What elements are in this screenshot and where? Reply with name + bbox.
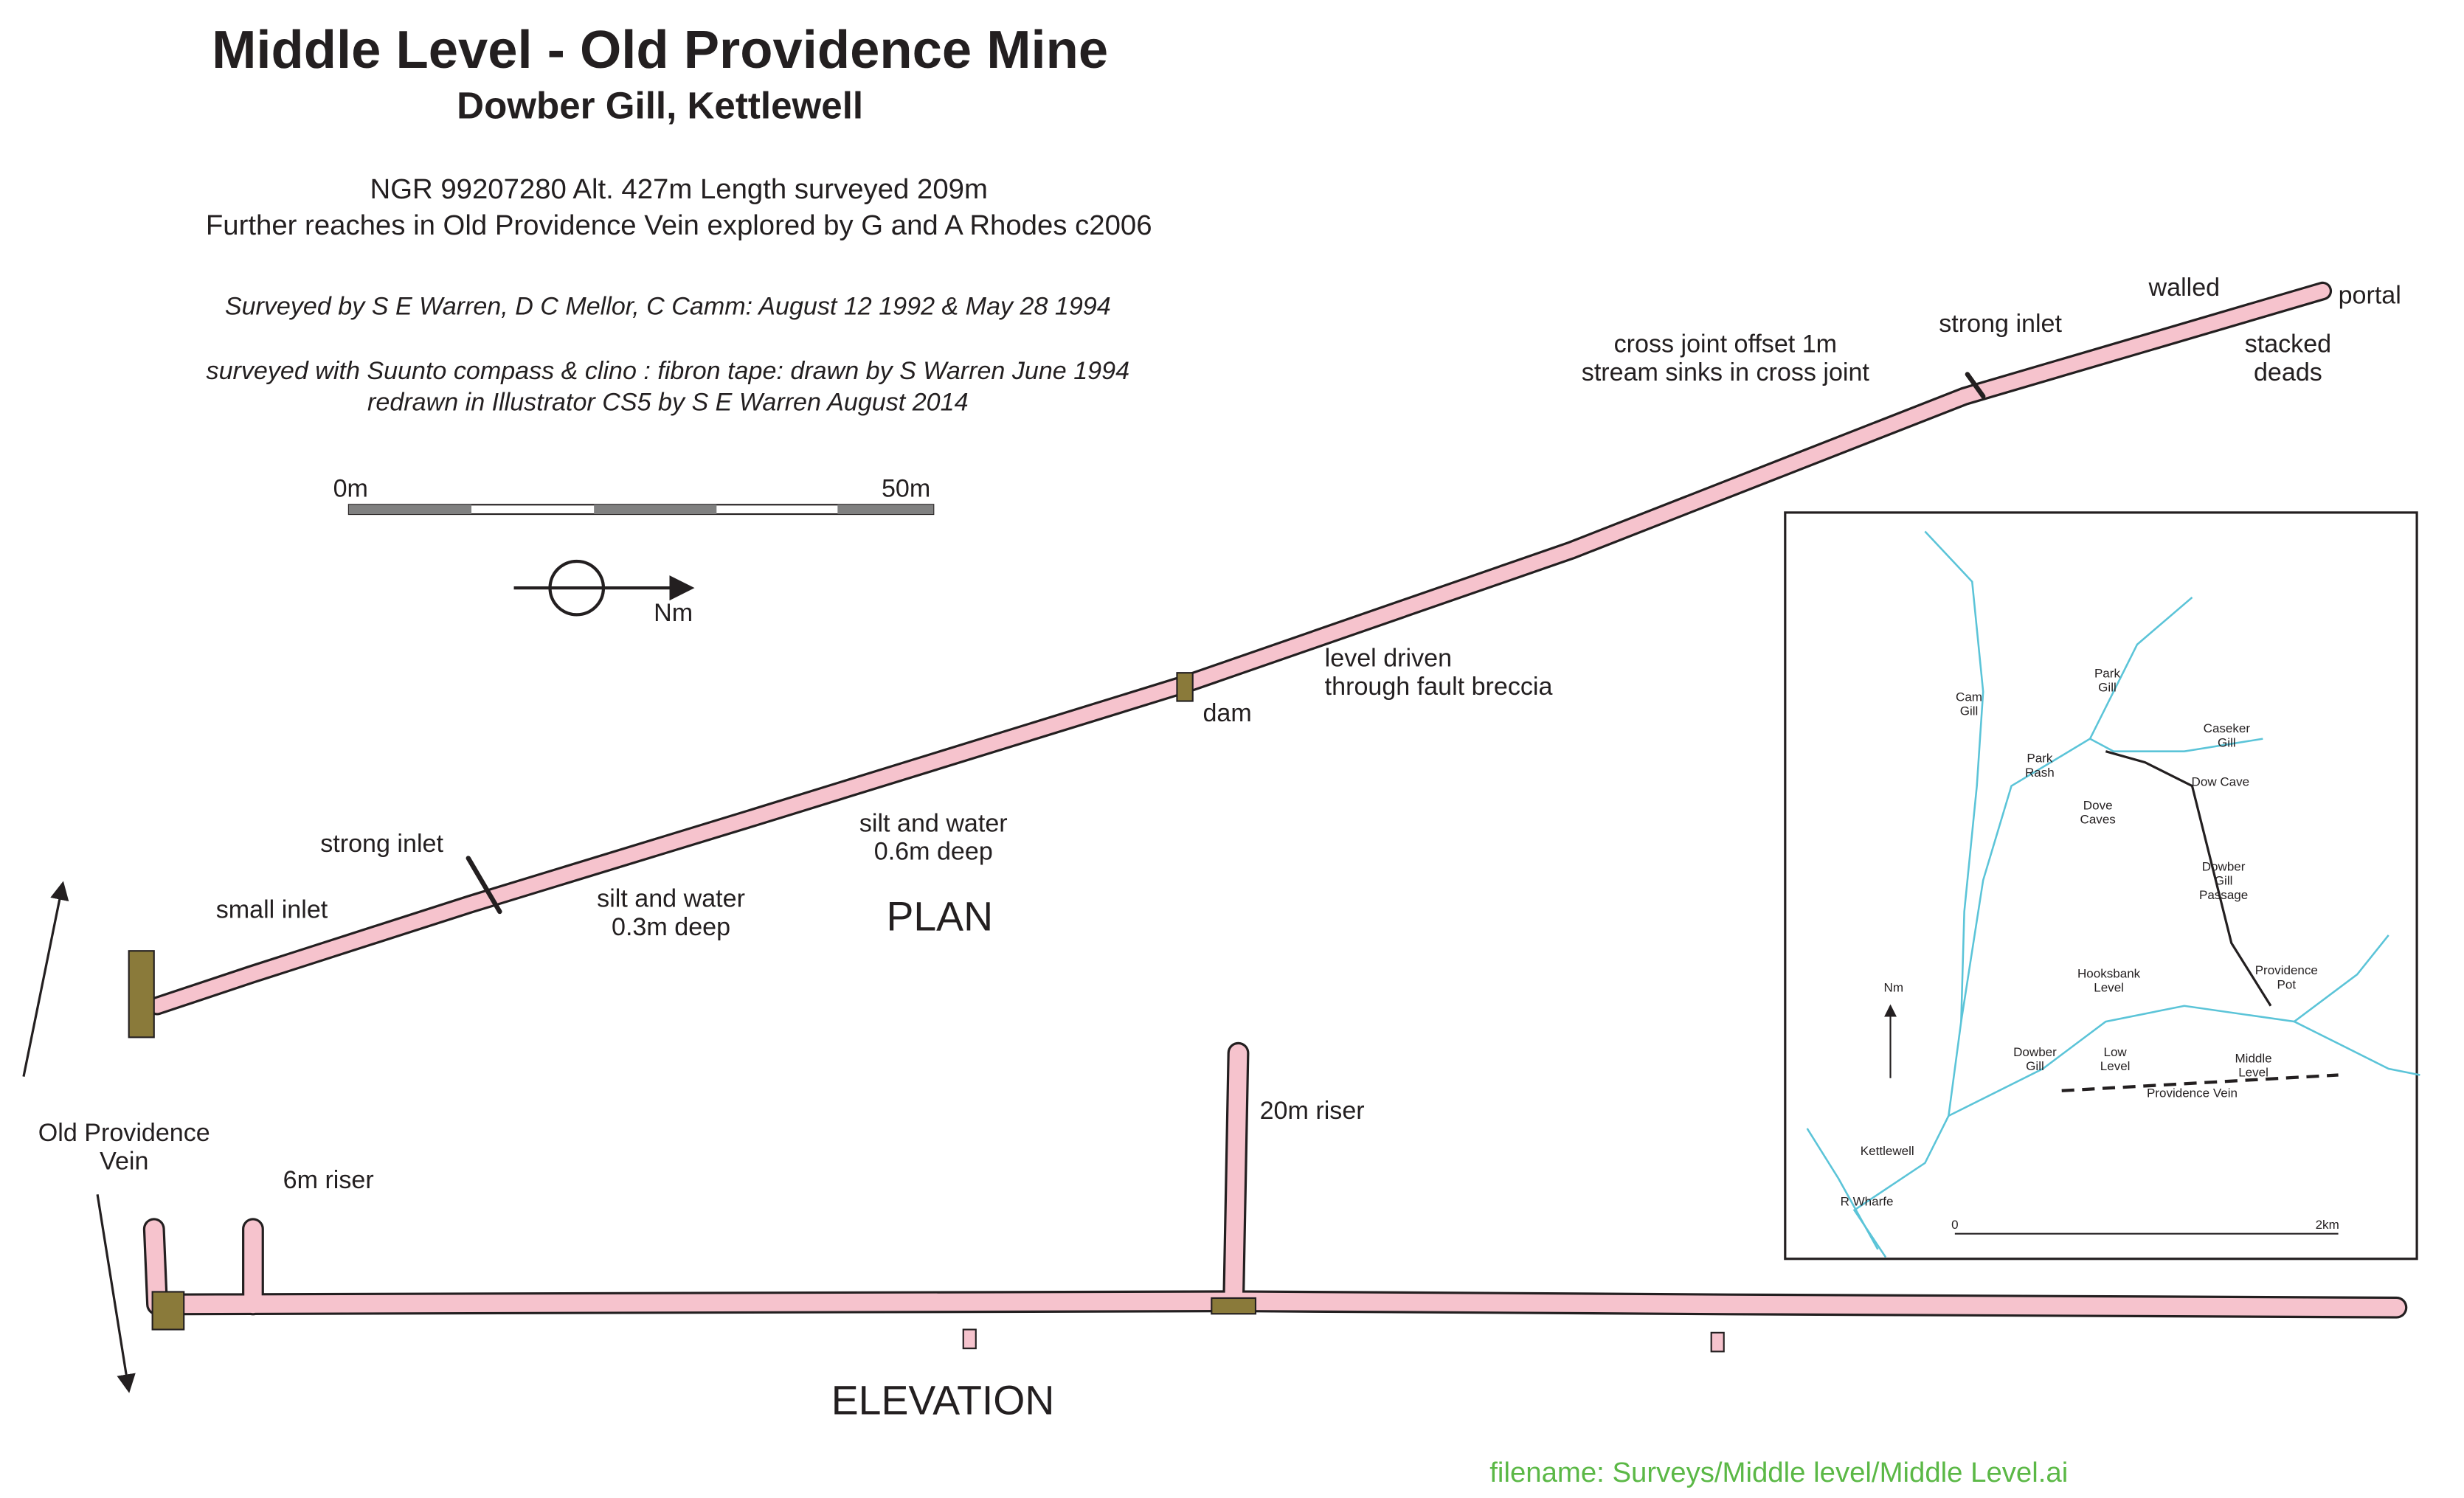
filename: filename: Surveys/Middle level/Middle Le… [1489, 1457, 2068, 1488]
inset-label: Level [2094, 981, 2124, 995]
inset-label: Dowber [2202, 860, 2246, 874]
inset-label: R Wharfe [1841, 1194, 1894, 1208]
plan-label: small inlet [216, 895, 328, 923]
elevation-label: 6m riser [283, 1166, 374, 1194]
plan-label: through fault breccia [1325, 673, 1553, 701]
plan-label: stream sinks in cross joint [1582, 358, 1870, 386]
inset-label: Passage [2199, 888, 2248, 902]
subtitle: Dowber Gill, Kettlewell [457, 84, 863, 126]
inset-label: Level [2238, 1066, 2269, 1080]
inset-label: Rash [2025, 766, 2055, 780]
inset-label: Low [2103, 1045, 2127, 1059]
north-arrow: Nm [513, 559, 695, 627]
inset-label: Pot [2277, 977, 2297, 991]
inset-label: Dowber [2013, 1045, 2057, 1059]
inset-label: Cam [1956, 690, 1982, 704]
plan-label: cross joint offset 1m [1614, 330, 1837, 358]
inset-label: Dow Cave [2192, 775, 2250, 789]
plan-label: stacked [2245, 330, 2331, 358]
elevation: Old Providence Vein ELEVATION [22, 881, 2408, 1424]
elevation-label: 20m riser [1260, 1097, 1365, 1125]
inset-label: Providence [2255, 963, 2318, 977]
inset-label: Middle [2235, 1051, 2271, 1065]
inset-map [1784, 511, 2420, 1261]
credit: redrawn in Illustrator CS5 by S E Warren… [367, 388, 968, 416]
vein-label: Vein [100, 1147, 148, 1175]
scale-label: 50m [882, 475, 930, 503]
vein-label: Old Providence [38, 1119, 210, 1147]
north-label: Nm [654, 599, 693, 627]
inset-label: 2km [2316, 1218, 2339, 1232]
inset-label: Park [2027, 752, 2053, 766]
inset-label: Gill [2098, 681, 2117, 695]
inset-label: Caves [2080, 813, 2116, 827]
plan-label: dam [1202, 699, 1251, 727]
plan-label: portal [2339, 282, 2401, 310]
plan-label: deads [2254, 358, 2322, 386]
plan-label: strong inlet [1939, 310, 2062, 338]
inset-label: Hooksbank [2077, 966, 2141, 980]
inset-label: Gill [1960, 704, 1979, 718]
inset-label: Gill [2215, 874, 2233, 888]
plan-label: silt and water [597, 885, 745, 913]
plan-label: level driven [1325, 645, 1452, 673]
header: Middle Level - Old Providence Mine Dowbe… [206, 20, 1152, 416]
plan-label: 0.3m deep [612, 913, 730, 941]
inset-label: Providence Vein [2147, 1086, 2238, 1100]
inset-label: Dove [2083, 799, 2113, 813]
scale-bar: 0m 50m [333, 475, 935, 516]
plan-label: strong inlet [320, 830, 443, 858]
plan: PLAN [128, 281, 2333, 1038]
plan-label: silt and water [859, 809, 1008, 837]
inset-label: Park [2094, 667, 2121, 681]
info: NGR 99207280 Alt. 427m Length surveyed 2… [370, 173, 988, 205]
inset-label: Level [2100, 1059, 2131, 1073]
title: Middle Level - Old Providence Mine [212, 20, 1108, 80]
plan-label: 0.6m deep [874, 838, 993, 866]
inset-label: 0 [1951, 1218, 1958, 1232]
scale-label: 0m [333, 475, 368, 503]
elevation-title: ELEVATION [831, 1378, 1055, 1424]
surveyors: Surveyed by S E Warren, D C Mellor, C Ca… [225, 293, 1111, 321]
inset-label: Gill [2026, 1059, 2044, 1073]
inset-label: Nm [1884, 981, 1904, 995]
plan-title: PLAN [886, 894, 993, 940]
info: Further reaches in Old Providence Vein e… [206, 209, 1152, 241]
inset-label: Kettlewell [1861, 1144, 1914, 1158]
inset-label: Caseker [2204, 721, 2251, 735]
credit: surveyed with Suunto compass & clino : f… [207, 357, 1129, 385]
plan-label: walled [2148, 274, 2221, 302]
inset-label: Gill [2218, 735, 2236, 749]
